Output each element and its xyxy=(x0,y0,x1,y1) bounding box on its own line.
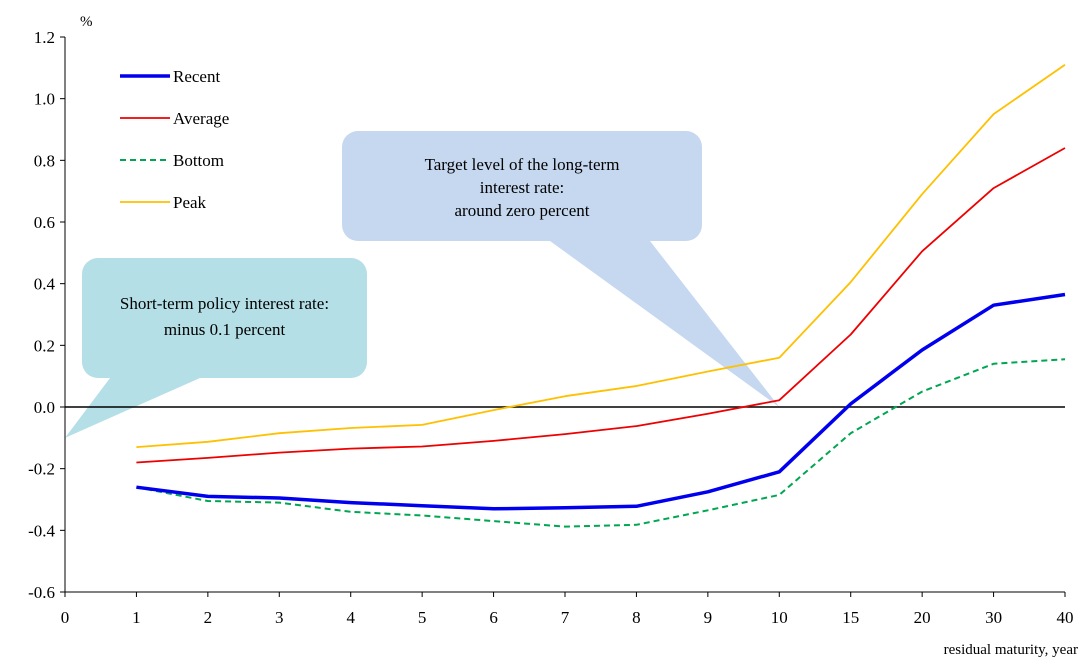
x-tick-label: 40 xyxy=(1057,608,1074,627)
x-tick-label: 7 xyxy=(561,608,570,627)
x-tick-label: 30 xyxy=(985,608,1002,627)
y-tick-label: 1.2 xyxy=(34,28,55,47)
y-axis-title: % xyxy=(80,14,93,30)
callout-text-line: Target level of the long-term xyxy=(425,155,620,174)
legend: Recent Average Bottom Peak xyxy=(120,67,229,212)
y-tick-label: 0.2 xyxy=(34,336,55,355)
x-tick-label: 2 xyxy=(204,608,213,627)
x-tick-label: 6 xyxy=(489,608,498,627)
callout-box xyxy=(342,131,702,241)
callouts-layer: Short-term policy interest rate: minus 0.… xyxy=(65,131,780,438)
x-axis-title: residual maturity, year xyxy=(944,642,1078,658)
series-line-average xyxy=(136,147,1066,464)
legend-label-bottom: Bottom xyxy=(173,151,224,170)
x-tick-label: 3 xyxy=(275,608,284,627)
legend-label-average: Average xyxy=(173,109,229,128)
series-line-peak xyxy=(136,64,1066,448)
y-tick-label: 0.4 xyxy=(34,275,56,294)
callout-pointer xyxy=(65,378,200,438)
x-tick-label: 5 xyxy=(418,608,427,627)
x-tick-label: 9 xyxy=(704,608,713,627)
y-tick-label: 0.0 xyxy=(34,398,55,417)
y-tick-label: -0.4 xyxy=(28,521,55,540)
x-tick-label: 0 xyxy=(61,608,70,627)
y-tick-label: 0.6 xyxy=(34,213,55,232)
x-tick-label: 8 xyxy=(632,608,641,627)
y-tick-label: -0.6 xyxy=(28,583,55,602)
callout-text-line: interest rate: xyxy=(480,178,565,197)
callout-text-line: minus 0.1 percent xyxy=(164,320,286,339)
axes-layer: 1.2 1.0 0.8 0.6 0.4 0.2 0.0 -0.2 -0.4 -0.6 0 1 2 3 4 5 6… xyxy=(28,28,1073,627)
x-tick-label: 10 xyxy=(771,608,788,627)
callout-box xyxy=(82,258,367,378)
callout-short-term-rate: Short-term policy interest rate: minus 0.… xyxy=(65,258,367,438)
legend-label-recent: Recent xyxy=(173,67,220,86)
x-tick-label: 1 xyxy=(132,608,141,627)
series-layer xyxy=(136,64,1066,528)
series-line-recent xyxy=(136,292,1066,511)
callout-long-term-target: Target level of the long-term interest ra… xyxy=(342,131,780,407)
callout-text-line: around zero percent xyxy=(455,201,590,220)
x-tick-label: 15 xyxy=(842,608,859,627)
callout-pointer xyxy=(550,241,780,407)
x-tick-label: 4 xyxy=(346,608,355,627)
series-line-bottom xyxy=(136,358,1066,528)
x-tick-label: 20 xyxy=(914,608,931,627)
y-tick-label: -0.2 xyxy=(28,460,55,479)
y-tick-label: 0.8 xyxy=(34,151,55,170)
callout-text-line: Short-term policy interest rate: xyxy=(120,294,329,313)
y-tick-label: 1.0 xyxy=(34,90,55,109)
legend-label-peak: Peak xyxy=(173,193,207,212)
